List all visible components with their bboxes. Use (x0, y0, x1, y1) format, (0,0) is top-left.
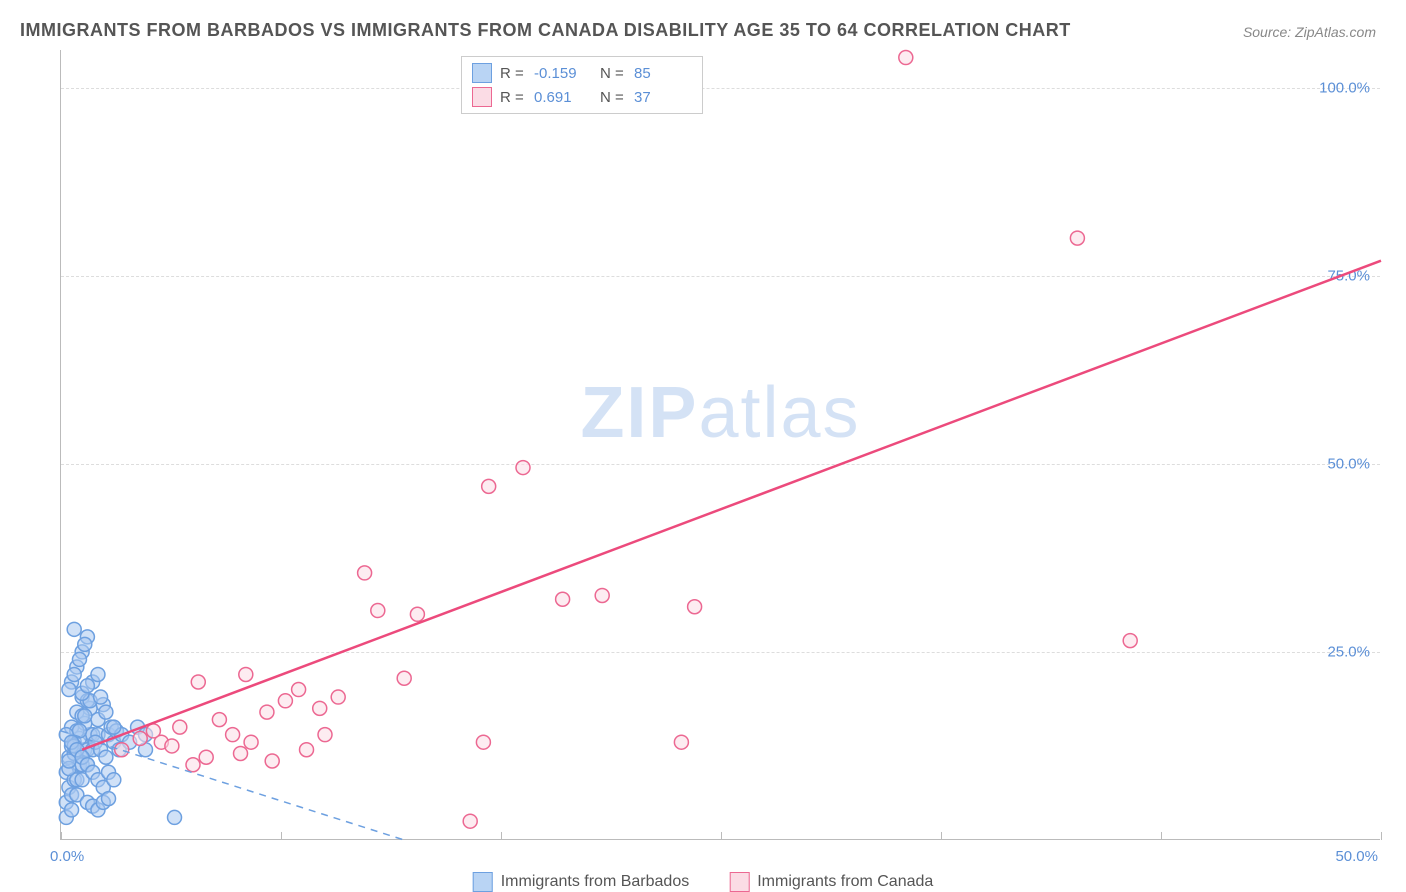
scatter-point (226, 728, 240, 742)
scatter-point (358, 566, 372, 580)
x-axis-min-label: 0.0% (50, 848, 84, 865)
legend-swatch (473, 872, 493, 892)
scatter-point (72, 652, 86, 666)
scatter-point (260, 705, 274, 719)
scatter-point (331, 690, 345, 704)
scatter-point (1123, 634, 1137, 648)
scatter-point (300, 743, 314, 757)
scatter-point (186, 758, 200, 772)
scatter-point (94, 690, 108, 704)
scatter-point (191, 675, 205, 689)
source-attribution: Source: ZipAtlas.com (1243, 24, 1376, 40)
scatter-point (199, 750, 213, 764)
scatter-point (107, 720, 121, 734)
series-legend-label: Immigrants from Canada (757, 873, 933, 891)
scatter-point (476, 735, 490, 749)
series-legend-label: Immigrants from Barbados (501, 873, 690, 891)
scatter-point (67, 622, 81, 636)
scatter-point (278, 694, 292, 708)
r-label: R = (500, 89, 526, 106)
scatter-point (688, 600, 702, 614)
scatter-point (265, 754, 279, 768)
n-value: 37 (634, 89, 692, 106)
series-legend-item: Immigrants from Barbados (473, 872, 690, 892)
scatter-point (244, 735, 258, 749)
scatter-svg (61, 50, 1380, 839)
scatter-point (482, 479, 496, 493)
scatter-point (173, 720, 187, 734)
chart-title: IMMIGRANTS FROM BARBADOS VS IMMIGRANTS F… (20, 20, 1071, 41)
scatter-point (371, 604, 385, 618)
scatter-point (168, 810, 182, 824)
scatter-point (67, 667, 81, 681)
scatter-point (318, 728, 332, 742)
r-value: -0.159 (534, 65, 592, 82)
scatter-point (80, 679, 94, 693)
r-label: R = (500, 65, 526, 82)
scatter-point (115, 743, 129, 757)
n-label: N = (600, 89, 626, 106)
scatter-point (292, 683, 306, 697)
scatter-point (899, 51, 913, 65)
scatter-point (1070, 231, 1084, 245)
scatter-point (133, 731, 147, 745)
scatter-point (212, 713, 226, 727)
correlation-legend-row: R = 0.691 N = 37 (472, 85, 692, 109)
scatter-point (91, 667, 105, 681)
n-label: N = (600, 65, 626, 82)
plot-area: ZIPatlas 25.0%50.0%75.0%100.0% R =-0.159… (60, 50, 1380, 840)
scatter-point (463, 814, 477, 828)
scatter-point (313, 701, 327, 715)
scatter-point (556, 592, 570, 606)
legend-swatch (729, 872, 749, 892)
scatter-point (78, 637, 92, 651)
legend-swatch (472, 87, 492, 107)
x-tick (1381, 832, 1382, 840)
scatter-point (107, 773, 121, 787)
scatter-point (65, 803, 79, 817)
scatter-point (239, 667, 253, 681)
n-value: 85 (634, 65, 692, 82)
scatter-point (234, 746, 248, 760)
correlation-legend: R = -0.159 N = 85 R = 0.691 N = 37 (461, 56, 703, 114)
series-legend-item: Immigrants from Canada (729, 872, 933, 892)
scatter-point (410, 607, 424, 621)
scatter-point (102, 792, 116, 806)
scatter-point (516, 461, 530, 475)
legend-swatch (472, 63, 492, 83)
scatter-point (62, 683, 76, 697)
scatter-point (99, 705, 113, 719)
regression-line (82, 261, 1381, 750)
scatter-point (165, 739, 179, 753)
x-axis-max-label: 50.0% (1335, 848, 1378, 865)
scatter-point (397, 671, 411, 685)
correlation-legend-row: R = -0.159 N = 85 (472, 61, 692, 85)
scatter-point (674, 735, 688, 749)
scatter-point (595, 588, 609, 602)
scatter-point (78, 709, 92, 723)
scatter-point (99, 750, 113, 764)
r-value: 0.691 (534, 89, 592, 106)
series-legend: Immigrants from Barbados Immigrants from … (473, 872, 934, 892)
